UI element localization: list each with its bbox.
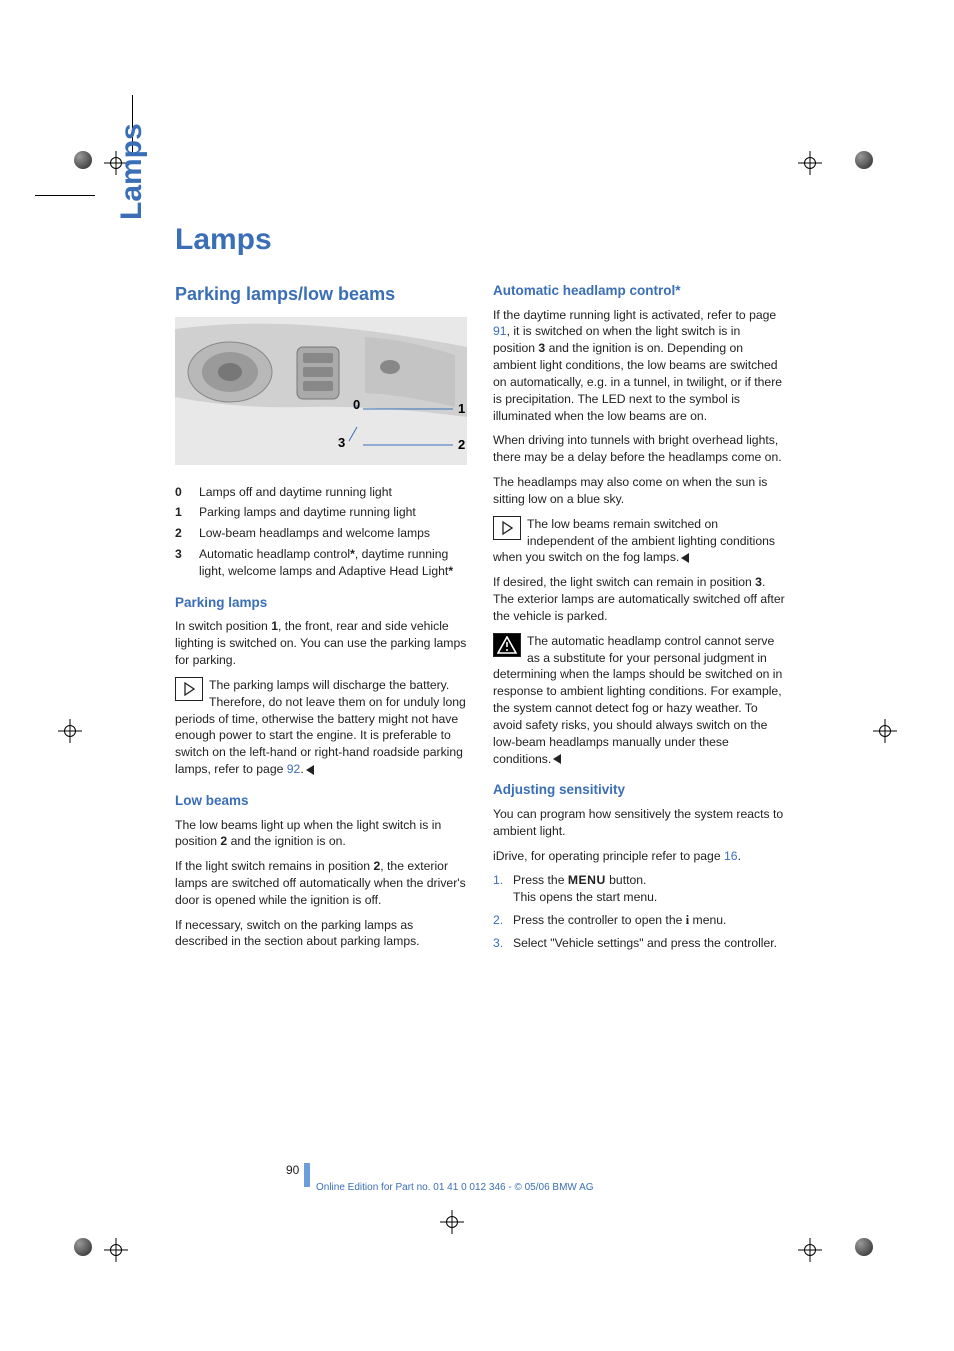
paragraph: When driving into tunnels with bright ov…: [493, 432, 785, 466]
tip-icon: [175, 677, 203, 701]
svg-text:1: 1: [458, 401, 465, 416]
subsection-heading: Automatic headlamp control*: [493, 282, 785, 301]
reg-ball: [855, 1238, 873, 1256]
list-item: 0 Lamps off and daytime running light: [175, 484, 467, 501]
item-num: 0: [175, 484, 187, 501]
item-text: Low-beam headlamps and welcome lamps: [199, 525, 430, 542]
end-marker-icon: [553, 754, 561, 764]
tip-note: The parking lamps will discharge the bat…: [175, 677, 467, 778]
page-link[interactable]: 16: [724, 849, 738, 863]
reg-crosshair: [873, 719, 897, 743]
content-area: Parking lamps/low beams 0 1 2 3 0 Lamps o…: [175, 282, 785, 958]
reg-crosshair: [104, 1238, 128, 1262]
item-num: 1: [175, 504, 187, 521]
reg-crosshair: [440, 1210, 464, 1234]
step-item: 2. Press the controller to open the i me…: [493, 912, 785, 929]
subsection-heading: Parking lamps: [175, 594, 467, 613]
step-item: 1. Press the MENU button. This opens the…: [493, 872, 785, 906]
list-item: 2 Low-beam headlamps and welcome lamps: [175, 525, 467, 542]
end-marker-icon: [306, 765, 314, 775]
paragraph: In switch position 1, the front, rear an…: [175, 618, 467, 668]
paragraph: If the daytime running light is activate…: [493, 307, 785, 425]
item-num: 3: [175, 546, 187, 563]
item-text: Lamps off and daytime running light: [199, 484, 392, 501]
crop-line: [35, 195, 95, 196]
reg-crosshair: [798, 151, 822, 175]
step-number: 2.: [493, 912, 503, 929]
paragraph: The headlamps may also come on when the …: [493, 474, 785, 508]
item-text: Automatic headlamp control*, daytime run…: [199, 546, 467, 580]
svg-text:3: 3: [338, 435, 345, 450]
reg-crosshair: [798, 1238, 822, 1262]
paragraph: If the light switch remains in position …: [175, 858, 467, 908]
list-item: 3 Automatic headlamp control*, daytime ru…: [175, 546, 467, 580]
step-number: 1.: [493, 872, 503, 889]
step-number: 3.: [493, 935, 503, 952]
page-link[interactable]: 92: [287, 762, 301, 776]
item-num: 2: [175, 525, 187, 542]
step-item: 3. Select "Vehicle settings" and press t…: [493, 935, 785, 952]
page-number: 90: [286, 1163, 299, 1177]
subsection-heading: Adjusting sensitivity: [493, 781, 785, 800]
svg-text:0: 0: [353, 397, 360, 412]
chapter-title: Lamps: [175, 223, 272, 257]
end-marker-icon: [681, 553, 689, 563]
reg-ball: [74, 1238, 92, 1256]
reg-ball: [855, 151, 873, 169]
sidebar-chapter-label: Lamps: [115, 123, 149, 220]
paragraph: If desired, the light switch can remain …: [493, 574, 785, 624]
page-accent-bar: [304, 1163, 310, 1187]
switch-position-list: 0 Lamps off and daytime running light 1 Pa…: [175, 484, 467, 580]
footer-text: Online Edition for Part no. 01 41 0 012 …: [316, 1182, 594, 1193]
subsection-heading: Low beams: [175, 792, 467, 811]
right-column: Automatic headlamp control* If the dayti…: [493, 282, 785, 958]
svg-text:2: 2: [458, 437, 465, 452]
list-item: 1 Parking lamps and daytime running light: [175, 504, 467, 521]
steps-list: 1. Press the MENU button. This opens the…: [493, 872, 785, 951]
section-heading: Parking lamps/low beams: [175, 282, 467, 307]
paragraph: The low beams light up when the light sw…: [175, 817, 467, 851]
item-text: Parking lamps and daytime running light: [199, 504, 416, 521]
warning-note: The automatic headlamp control cannot se…: [493, 633, 785, 768]
paragraph: You can program how sensitively the syst…: [493, 806, 785, 840]
light-switch-figure: 0 1 2 3: [175, 317, 467, 465]
tip-note: The low beams remain switched on indepen…: [493, 516, 785, 566]
page-link[interactable]: 91: [493, 324, 507, 338]
paragraph: iDrive, for operating principle refer to…: [493, 848, 785, 865]
left-column: Parking lamps/low beams 0 1 2 3 0 Lamps o…: [175, 282, 467, 958]
menu-button-label: MENU: [568, 873, 606, 887]
warning-icon: [493, 633, 521, 657]
tip-icon: [493, 516, 521, 540]
paragraph: If necessary, switch on the parking lamp…: [175, 917, 467, 951]
reg-crosshair: [58, 719, 82, 743]
reg-ball: [74, 151, 92, 169]
